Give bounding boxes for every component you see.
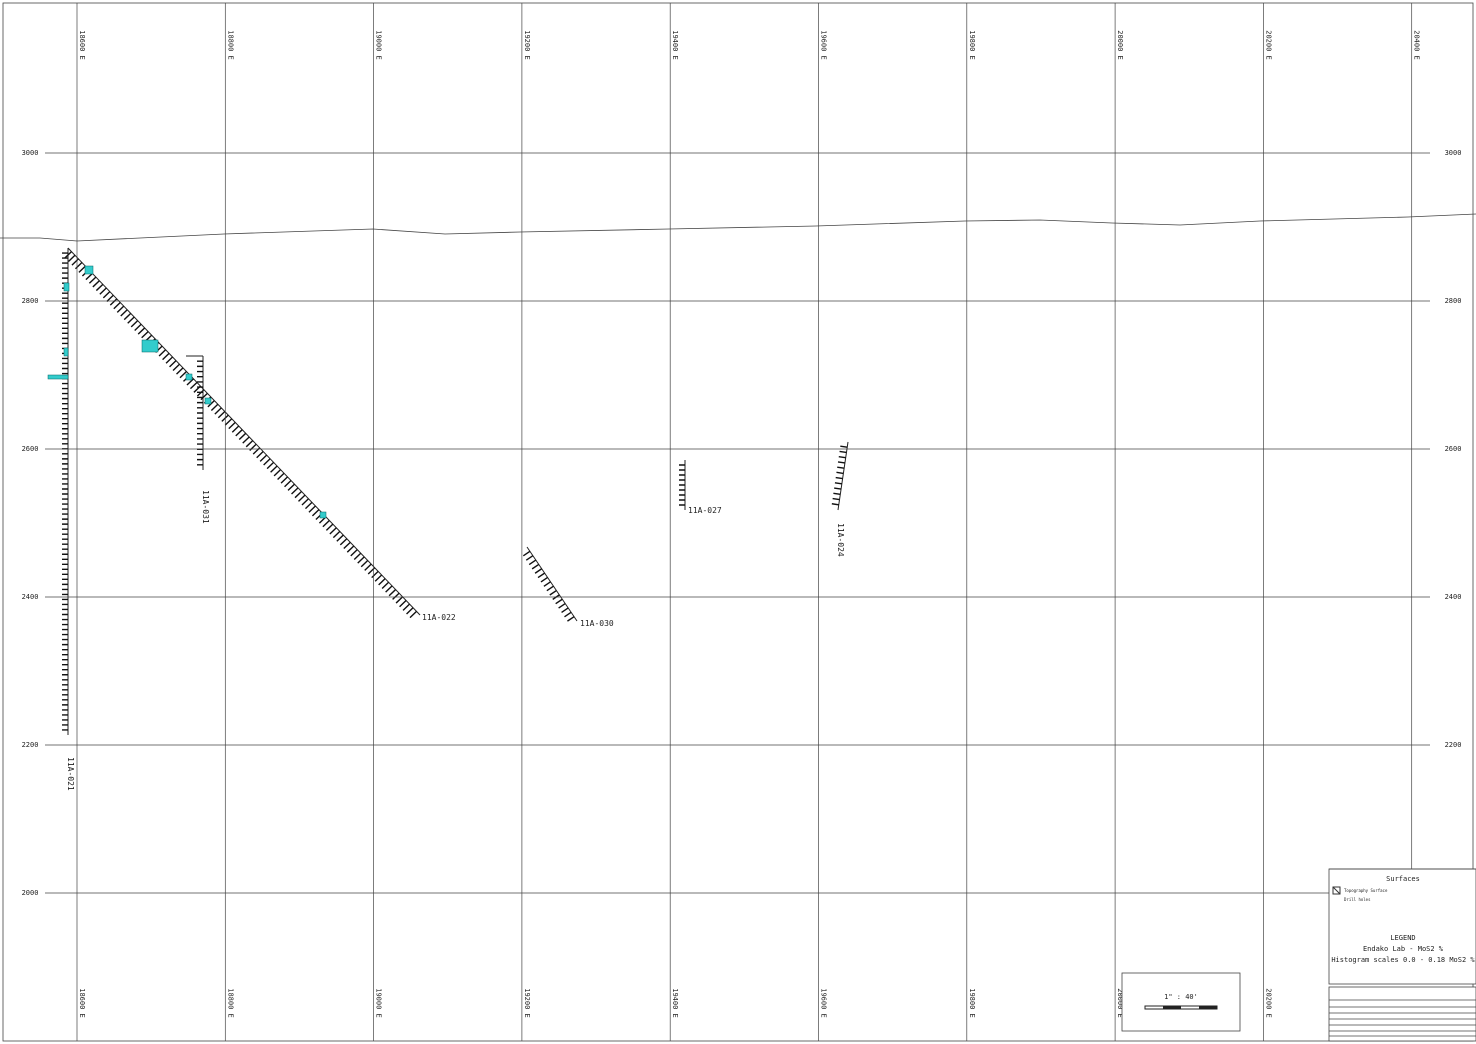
histogram-ticks [831,445,848,506]
elevation-label: 2000 [22,889,39,897]
easting-label: 19200 E [523,988,531,1018]
legend-box: Surfaces Topography Surface Drill holes … [1328,868,1476,985]
easting-label: 19800 E [968,988,976,1018]
elevation-label: 2600 [22,445,39,453]
elevation-label: 3000 [1445,149,1462,157]
easting-label: 19000 E [375,988,383,1018]
assay-interval [84,265,94,275]
easting-label: 18600 E [78,988,86,1018]
hole-label: 11A-024 [836,523,845,557]
assay-interval [63,282,70,292]
elevation-label: 2400 [22,593,39,601]
assay-interval [185,373,193,381]
title-block [1328,986,1476,1042]
legend-heading: Surfaces [1386,875,1420,883]
assay-interval [141,339,159,353]
legend-item: Drill holes [1344,897,1371,902]
easting-label: 19600 E [820,988,828,1018]
easting-label: 20000 E [1116,30,1124,60]
easting-label: 20200 E [1264,988,1272,1018]
easting-label: 20200 E [1264,30,1272,60]
elevation-label: 2200 [22,741,39,749]
histogram-ticks [197,360,203,466]
drill-holes: 11A-021 11A-022 11A-031 11A-030 11A-027 11A-0… [47,247,849,791]
histogram-ticks [62,252,68,731]
histogram-ticks [522,550,575,622]
topography [0,213,1476,242]
assay-interval [319,511,327,519]
scale-box: 1" : 40' [1121,972,1241,1032]
hole-label: 11A-031 [201,490,210,524]
assay-interval [204,397,212,405]
elevation-label: 2400 [1445,593,1462,601]
legend-title: LEGEND [1390,934,1415,942]
easting-label: 18600 E [78,30,86,60]
hole-label: 11A-030 [580,619,614,628]
easting-label: 19000 E [375,30,383,60]
hole-label: 11A-022 [422,613,456,622]
legend-line: Histogram scales 0.0 - 0.18 MoS2 % [1331,956,1475,964]
easting-label: 18800 E [226,30,234,60]
elevation-label: 3000 [22,149,39,157]
easting-label: 18800 E [226,988,234,1018]
histogram-ticks [64,251,417,619]
legend-line: Endako Lab - MoS2 % [1363,945,1444,953]
drill-trace [526,546,578,622]
scale-label: 1" : 40' [1164,993,1198,1001]
easting-label: 19400 E [671,30,679,60]
easting-label: 20400 E [1413,30,1421,60]
easting-label: 19400 E [671,988,679,1018]
easting-label: 19200 E [523,30,531,60]
assay-interval [63,347,69,357]
drill-trace [67,247,421,616]
elevation-label: 2200 [1445,741,1462,749]
hole-label: 11A-021 [66,757,75,791]
legend-item: Topography Surface [1344,888,1388,893]
easting-label: 19600 E [820,30,828,60]
elevation-label: 2600 [1445,445,1462,453]
hole-label: 11A-027 [688,506,722,515]
drill-trace [837,441,849,511]
histogram-ticks [679,464,685,506]
elevation-label: 2800 [22,297,39,305]
easting-label: 20000 E [1116,988,1124,1018]
easting-label: 19800 E [968,30,976,60]
elevation-label: 2800 [1445,297,1462,305]
assay-interval [47,374,69,380]
